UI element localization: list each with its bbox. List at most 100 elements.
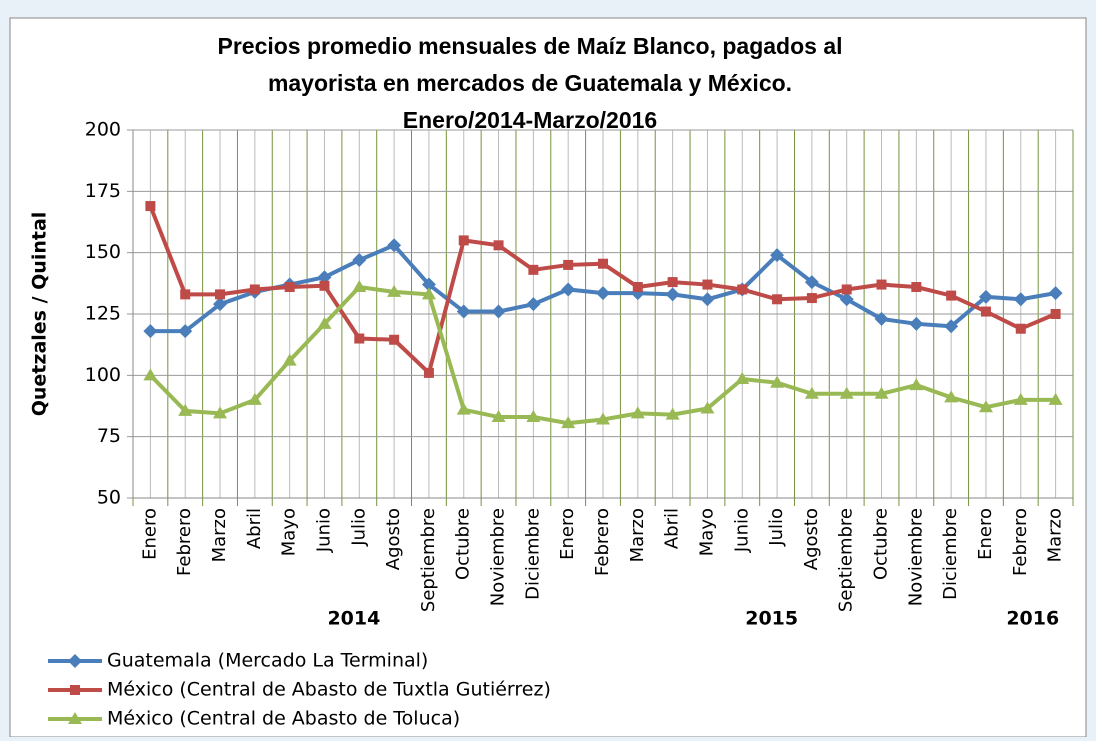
marker — [387, 284, 402, 297]
x-group-label: 2014 — [327, 608, 380, 630]
marker — [213, 406, 228, 419]
marker — [946, 290, 957, 301]
marker — [70, 685, 80, 695]
marker — [456, 304, 471, 319]
marker — [178, 324, 193, 339]
x-tick-label: Octubre — [453, 508, 474, 580]
chart-title: mayorista en mercados de Guatemala y Méx… — [268, 70, 792, 96]
x-tick-label: Julio — [766, 508, 787, 547]
marker — [596, 412, 610, 425]
marker — [389, 334, 400, 345]
marker — [1050, 309, 1061, 319]
marker — [421, 287, 436, 300]
marker — [282, 353, 297, 366]
x-tick-label: Mayo — [279, 508, 300, 556]
marker — [874, 311, 889, 326]
marker — [387, 238, 402, 253]
marker — [528, 264, 539, 275]
x-group-label: 2016 — [1006, 608, 1059, 630]
marker — [980, 306, 991, 317]
marker — [630, 406, 645, 419]
marker — [319, 280, 330, 291]
x-tick-label: Agosto — [801, 508, 822, 570]
marker — [665, 287, 680, 302]
marker — [491, 410, 506, 423]
marker — [702, 279, 713, 290]
marker — [806, 293, 817, 304]
x-tick-label: Marzo — [627, 508, 648, 562]
x-tick-label: Febrero — [174, 508, 195, 576]
marker — [772, 294, 783, 305]
x-tick-label: Abril — [244, 508, 265, 549]
marker — [354, 333, 365, 344]
marker — [841, 284, 852, 295]
x-tick-label: Julio — [348, 508, 369, 547]
marker — [1013, 392, 1028, 405]
marker — [596, 286, 610, 301]
x-tick-label: Febrero — [1010, 508, 1031, 576]
marker — [423, 367, 434, 378]
marker — [839, 292, 854, 307]
y-tick-label: 175 — [85, 180, 121, 202]
marker — [700, 292, 715, 307]
marker — [317, 270, 332, 285]
y-tick-label: 150 — [85, 241, 121, 263]
marker — [180, 289, 191, 300]
x-tick-label: Diciembre — [522, 508, 543, 600]
marker — [944, 319, 959, 334]
marker — [770, 375, 785, 388]
y-tick-label: 125 — [85, 303, 121, 325]
marker — [944, 390, 959, 403]
x-tick-label: Junio — [731, 508, 752, 553]
marker — [1048, 392, 1063, 405]
chart-frame — [9, 17, 1087, 738]
marker — [1013, 292, 1028, 307]
marker — [804, 275, 819, 290]
x-tick-label: Noviembre — [905, 508, 926, 606]
marker — [143, 368, 158, 381]
x-tick-label: Enero — [139, 508, 160, 560]
marker — [700, 401, 715, 414]
marker — [491, 304, 506, 319]
marker — [770, 248, 785, 263]
x-tick-label: Febrero — [592, 508, 613, 576]
marker — [317, 316, 332, 329]
marker — [665, 407, 680, 420]
y-tick-label: 200 — [85, 119, 121, 141]
marker — [526, 410, 541, 423]
marker — [247, 392, 262, 405]
marker — [1048, 286, 1063, 301]
y-tick-label: 50 — [97, 487, 121, 509]
marker — [911, 282, 922, 293]
x-tick-label: Agosto — [383, 508, 404, 570]
legend-label: Guatemala (Mercado La Terminal) — [107, 650, 428, 672]
marker — [909, 316, 924, 331]
marker — [143, 324, 158, 339]
marker — [284, 282, 295, 293]
marker — [458, 235, 469, 246]
marker — [145, 201, 156, 212]
y-axis-label: Quetzales / Quintal — [29, 212, 51, 417]
y-tick-label: 100 — [85, 364, 121, 386]
x-tick-label: Diciembre — [940, 508, 961, 600]
marker — [561, 282, 576, 297]
marker — [874, 386, 889, 399]
marker — [352, 253, 367, 268]
marker — [68, 654, 82, 668]
x-tick-label: Marzo — [1045, 508, 1066, 562]
marker — [598, 258, 608, 269]
marker — [215, 289, 226, 300]
x-tick-label: Septiembre — [836, 508, 857, 612]
marker — [876, 279, 887, 290]
marker — [978, 289, 993, 304]
marker — [839, 386, 854, 399]
chart-title: Precios promedio mensuales de Maíz Blanc… — [217, 33, 842, 59]
marker — [667, 277, 678, 288]
marker — [421, 277, 436, 292]
marker — [493, 240, 504, 251]
x-tick-label: Enero — [557, 508, 578, 560]
marker — [178, 403, 193, 416]
x-tick-label: Noviembre — [488, 508, 509, 606]
